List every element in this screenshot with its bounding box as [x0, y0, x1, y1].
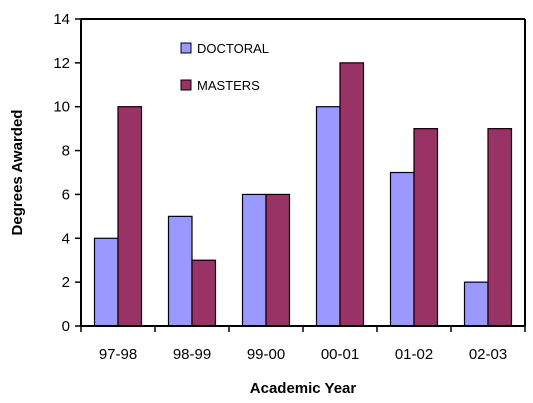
y-tick-label: 14 — [53, 11, 70, 28]
doctoral-bar — [463, 281, 489, 327]
masters-bar — [117, 106, 143, 327]
masters-bar — [413, 128, 439, 327]
x-tick-label: 00-01 — [321, 346, 359, 363]
y-tick-label: 12 — [53, 55, 70, 72]
bars-group — [93, 62, 513, 327]
y-tick-label: 2 — [62, 274, 70, 291]
legend: DOCTORAL MASTERS — [180, 41, 269, 93]
y-tick-label: 0 — [62, 318, 70, 335]
x-tick-label: 97-98 — [99, 346, 137, 363]
doctoral-bar — [315, 106, 341, 327]
x-tick-label: 02-03 — [469, 346, 507, 363]
doctoral-bar — [167, 215, 193, 327]
legend-label: DOCTORAL — [197, 41, 269, 56]
masters-bar — [487, 128, 513, 327]
y-axis-title: Degrees Awarded — [9, 110, 26, 236]
x-tick-label: 01-02 — [395, 346, 433, 363]
x-axis-title: Academic Year — [250, 380, 357, 397]
masters-bar — [265, 193, 291, 327]
legend-label: MASTERS — [197, 78, 260, 93]
y-tick-label: 4 — [62, 230, 70, 247]
doctoral-bar — [389, 171, 415, 327]
legend-swatch — [180, 42, 192, 54]
doctoral-bar — [241, 193, 267, 327]
doctoral-bar — [93, 237, 119, 327]
legend-swatch — [180, 79, 192, 91]
y-tick-label: 6 — [62, 186, 70, 203]
masters-bar — [339, 62, 365, 327]
y-tick-label: 10 — [53, 99, 70, 116]
y-axis-ticks: 0 2 4 6 8 10 12 14 — [53, 11, 81, 335]
y-tick-label: 8 — [62, 143, 70, 160]
x-axis-ticks: 97-98 98-99 99-00 00-01 01-02 02-03 — [80, 326, 526, 363]
x-tick-label: 99-00 — [247, 346, 285, 363]
x-tick-label: 98-99 — [173, 346, 211, 363]
masters-bar — [191, 259, 217, 327]
